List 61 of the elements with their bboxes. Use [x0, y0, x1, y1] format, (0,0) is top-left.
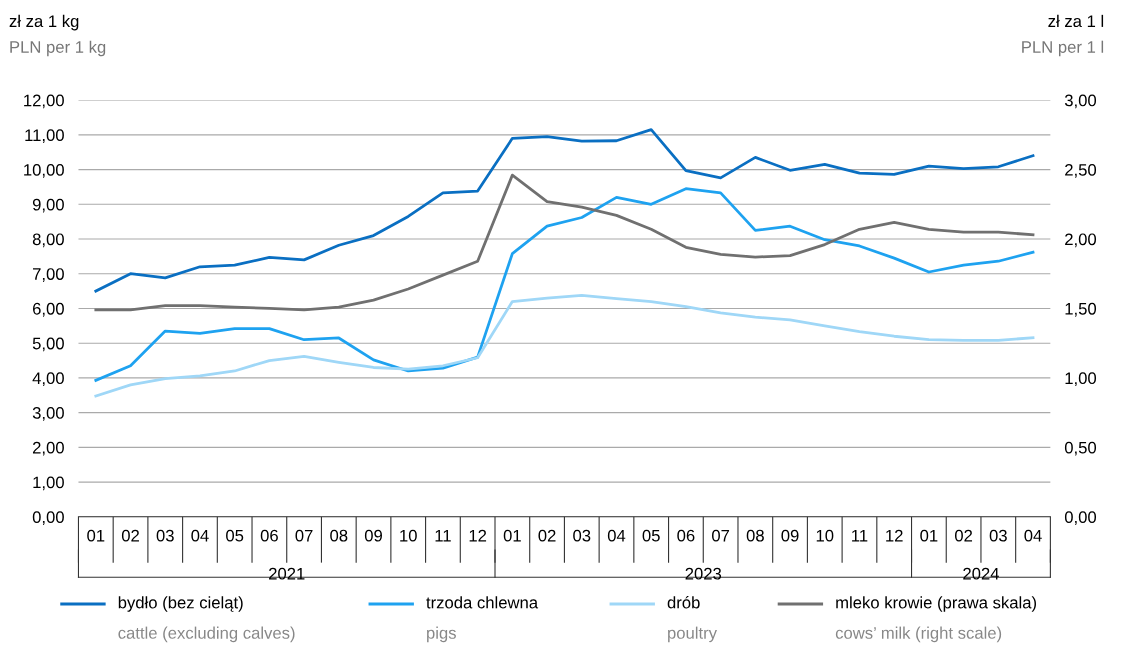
x-tick-label: 06	[677, 529, 695, 542]
line-series	[94, 128, 1035, 293]
x-tick-label: 09	[781, 529, 799, 542]
legend-label: trzoda chlewna pigs	[426, 596, 539, 643]
y-tick-label: 1,00	[33, 476, 64, 491]
x-tick-label: 01	[87, 529, 105, 542]
x-tick-label: 08	[330, 529, 348, 542]
text: 2024	[963, 567, 1000, 580]
x-tick-label: 03	[989, 529, 1007, 542]
y-tick-label: 11,00	[25, 129, 64, 144]
line-series	[94, 187, 1035, 382]
x-tick-label: 02	[538, 529, 556, 542]
y2-tick-label: 2,50	[1065, 163, 1097, 178]
y-tick-label: 9,00	[32, 198, 64, 213]
y2-axis-title: zł za 1 l PLN per 1 l	[1022, 14, 1104, 57]
x-tick-label: 04	[1024, 529, 1042, 542]
x-tick-label: 01	[920, 529, 938, 542]
line-series	[94, 293, 1035, 398]
y-tick-label: 6,00	[32, 302, 64, 317]
x-tick-label: 07	[295, 529, 313, 542]
x-tick-label: 02	[954, 529, 973, 542]
x-tick-label: 05	[642, 529, 660, 542]
y-tick-label: 7,00	[33, 268, 64, 282]
text: 2021	[269, 567, 305, 580]
y2-tick-label: 2,00	[1065, 233, 1097, 248]
x-tick-label: 01	[503, 529, 521, 542]
x-tick-label: 11	[852, 529, 868, 542]
legend-label: bydło (bez cieląt) cattle (excluding calves)	[118, 596, 295, 643]
y-tick-label: 10,00	[24, 163, 64, 178]
y2-tick-label: 0,00	[1064, 511, 1097, 525]
y2-tick-label: 1,50	[1065, 302, 1097, 317]
text: 2023	[685, 567, 722, 580]
x-tick-label: 04	[607, 529, 626, 542]
y2-tick-label: 1,00	[1065, 372, 1097, 387]
y-tick-label: 3,00	[32, 407, 64, 421]
y-axis-title: zł za 1 kg PLN per 1 kg	[9, 14, 106, 57]
legend-label: mleko krowie (prawa skala) cows’ milk (right scale)	[835, 596, 1037, 643]
y2-tick-label: 3,00	[1064, 94, 1097, 109]
legend-label: drób poultry	[667, 596, 717, 643]
x-tick-label: 04	[191, 529, 209, 542]
x-tick-label: 10	[400, 529, 417, 542]
y-tick-label: 12,00	[24, 94, 64, 109]
x-tick-label: 12	[886, 529, 903, 542]
y-tick-label: 0,00	[32, 511, 64, 525]
y-tick-label: 8,00	[32, 233, 64, 248]
x-tick-label: 02	[121, 529, 139, 542]
y-tick-label: 5,00	[32, 337, 64, 352]
y-tick-label: 2,00	[32, 441, 64, 456]
y2-tick-label: 0,50	[1064, 441, 1097, 456]
x-tick-label: 06	[260, 529, 278, 542]
x-tick-label: 09	[364, 529, 382, 542]
x-tick-label: 11	[435, 529, 451, 542]
line-series	[94, 173, 1035, 312]
x-tick-label: 03	[573, 529, 591, 542]
x-tick-label: 03	[156, 529, 174, 542]
x-tick-label: 08	[746, 529, 764, 542]
x-tick-label: 10	[816, 529, 834, 542]
y-tick-label: 4,00	[32, 372, 64, 387]
x-tick-label: 05	[226, 529, 244, 542]
x-tick-label: 12	[469, 529, 487, 542]
x-tick-label: 07	[712, 529, 730, 542]
